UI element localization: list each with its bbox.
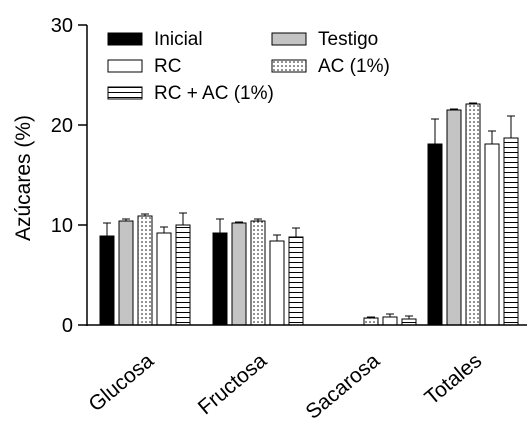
x-tick-label: Fructosa (194, 349, 272, 419)
bar (401, 318, 417, 326)
legend-label: RC + AC (1%) (154, 83, 274, 104)
bar (288, 236, 304, 326)
x-tick-label: Glucosa (84, 349, 158, 416)
y-axis-label: Azúcares (%) (12, 115, 35, 241)
bar (175, 224, 191, 326)
legend: Inicial Testigo RC AC (1%) RC + AC (1%) (107, 29, 390, 104)
bar (99, 235, 115, 326)
y-tick-label: 30 (51, 15, 73, 37)
x-tick-label: Totales (420, 349, 486, 409)
bar (503, 137, 519, 326)
bar (137, 215, 153, 326)
bar (446, 109, 462, 326)
bar (427, 143, 443, 326)
bar (250, 220, 266, 326)
bar (269, 240, 285, 326)
legend-label: RC (154, 56, 181, 77)
bar (363, 317, 379, 326)
bar (465, 103, 481, 326)
legend-swatch (107, 86, 143, 100)
legend-label: AC (1%) (318, 56, 390, 77)
bar (484, 143, 500, 326)
bar (212, 232, 228, 326)
legend-swatch (107, 32, 143, 46)
bar (231, 222, 247, 326)
bar (118, 220, 134, 326)
legend-label: Inicial (154, 29, 203, 50)
bars-layer (99, 102, 519, 326)
bar (382, 316, 398, 326)
y-tick-label: 10 (51, 215, 73, 237)
legend-swatch (107, 59, 143, 73)
legend-label: Testigo (318, 29, 378, 50)
x-tick-label: Sacarosa (301, 349, 384, 424)
legend-swatch (271, 32, 307, 46)
legend-swatch (271, 59, 307, 73)
y-axis-ticks: 0 10 20 30 (51, 15, 87, 337)
y-tick-label: 0 (62, 315, 73, 337)
x-axis-labels: Glucosa Fructosa Sacarosa Totales (84, 349, 486, 424)
y-tick-label: 20 (51, 115, 73, 137)
bar (156, 232, 172, 326)
